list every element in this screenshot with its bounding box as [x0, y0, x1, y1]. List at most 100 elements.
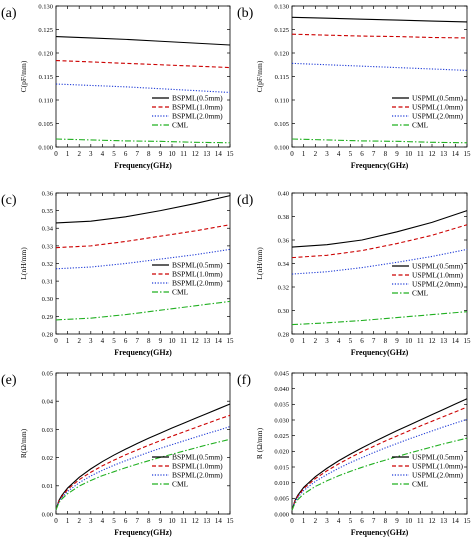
x-tick-label: 13 — [440, 150, 448, 158]
panel-e: 0 1 2 3 4 5 6 7 8 9 10 11 12 13 14 150.000.010.020.030.… — [1, 370, 234, 537]
legend: BSPML(0.5mm)BSPML(1.0mm)BSPML(2.0mm)CML — [152, 94, 223, 130]
y-tick-label: 0.31 — [42, 279, 53, 286]
y-tick-label: 0.125 — [38, 27, 53, 34]
y-axis-label: R (Ω/mm) — [255, 427, 264, 459]
y-tick-label: 0.30 — [42, 296, 53, 303]
y-tick-label: 0.00 — [42, 511, 53, 518]
x-tick-label: 2 — [77, 517, 81, 525]
series-line-2 — [55, 414, 231, 510]
y-tick-label: 0.110 — [275, 97, 289, 104]
x-tick-label: 11 — [180, 150, 187, 158]
x-tick-label: 3 — [89, 517, 93, 525]
x-tick-label: 7 — [135, 337, 139, 345]
x-tick-label: 8 — [384, 337, 388, 345]
x-tick-label: 0 — [54, 517, 58, 525]
x-tick-label: 6 — [360, 150, 364, 158]
plot-frame — [291, 372, 468, 515]
legend-label: BSPML(1.0mm) — [172, 103, 223, 112]
x-axis-label: Frequency(GHz) — [351, 528, 409, 537]
x-tick-label: 1 — [302, 150, 306, 158]
y-axis-label: R(Ω/mm) — [19, 428, 28, 458]
panel-f: 0 1 2 3 4 5 6 7 8 9 10 11 12 13 14 150.0000.0050.0100.0… — [237, 370, 471, 537]
x-tick-label: 1 — [66, 517, 70, 525]
x-tick-label: 10 — [405, 337, 413, 345]
y-axis-label: L(nH/mm) — [19, 247, 28, 280]
legend-label: BSPML(2.0mm) — [172, 471, 223, 480]
x-tick-label: 1 — [66, 337, 70, 345]
legend-label: CML — [412, 480, 429, 489]
x-tick-label: 6 — [124, 150, 128, 158]
series-line-3 — [55, 83, 231, 94]
y-axis-label: L(nH/mm) — [255, 247, 264, 280]
legend-label: USPML(0.5mm) — [412, 94, 464, 103]
x-tick-label: 3 — [89, 337, 93, 345]
y-tick-label: 0.120 — [38, 50, 53, 57]
legend: USPML(0.5mm)USPML(1.0mm)USPML(2.0mm)CML — [392, 262, 464, 298]
legend-label: BSPML(1.0mm) — [172, 270, 223, 279]
x-tick-label: 7 — [372, 517, 376, 525]
y-axis-label: C(pF/mm) — [19, 60, 28, 92]
x-tick-label: 4 — [337, 337, 341, 345]
x-tick-label: 5 — [112, 150, 116, 158]
x-tick-label: 11 — [180, 517, 187, 525]
series-line-4 — [291, 311, 468, 326]
plot-frame — [55, 5, 231, 148]
y-tick-label: 0.02 — [42, 455, 53, 462]
y-tick-label: 0.29 — [42, 314, 53, 321]
legend-label: USPML(1.0mm) — [412, 103, 464, 112]
x-tick-label: 2 — [314, 517, 318, 525]
x-tick-label: 13 — [203, 337, 211, 345]
y-tick-label: 0.33 — [42, 243, 53, 250]
y-axis-label: C(pF/mm) — [255, 60, 264, 92]
x-tick-label: 9 — [395, 517, 399, 525]
panel-label: (b) — [237, 6, 254, 21]
series-line-1 — [291, 210, 468, 248]
x-tick-label: 7 — [135, 517, 139, 525]
panel-label: (f) — [237, 373, 251, 388]
x-tick-label: 13 — [203, 150, 211, 158]
series-line-3 — [55, 426, 231, 510]
x-tick-label: 2 — [77, 150, 81, 158]
y-tick-label: 0.32 — [278, 284, 289, 291]
legend: USPML(0.5mm)USPML(1.0mm)USPML(2.0mm)CML — [392, 453, 464, 489]
x-tick-label: 5 — [349, 337, 353, 345]
y-tick-label: 0.035 — [274, 402, 289, 409]
x-tick-label: 12 — [192, 337, 200, 345]
y-tick-label: 0.05 — [42, 370, 53, 377]
x-axis-label: Frequency(GHz) — [114, 528, 172, 537]
x-tick-label: 14 — [452, 150, 460, 158]
y-tick-label: 0.005 — [274, 496, 289, 503]
x-axis-label: Frequency(GHz) — [351, 161, 409, 170]
y-tick-label: 0.015 — [274, 464, 289, 471]
plot-frame — [55, 372, 231, 515]
y-tick-label: 0.040 — [274, 386, 289, 393]
legend: BSPML(0.5mm)BSPML(1.0mm)BSPML(2.0mm)CML — [152, 261, 223, 297]
y-tick-label: 0.010 — [274, 480, 289, 487]
legend-label: USPML(0.5mm) — [412, 262, 464, 271]
panel-label: (e) — [1, 373, 17, 388]
legend-label: CML — [412, 289, 429, 298]
legend-label: CML — [172, 288, 189, 297]
x-tick-label: 8 — [147, 517, 151, 525]
x-tick-label: 3 — [325, 150, 329, 158]
x-tick-label: 15 — [464, 517, 472, 525]
x-tick-label: 14 — [452, 337, 460, 345]
y-tick-label: 0.025 — [274, 433, 289, 440]
panel-b: 0 1 2 3 4 5 6 7 8 9 10 11 12 13 14 150.1000.1050.1100.1… — [237, 3, 471, 170]
panel-a: 0 1 2 3 4 5 6 7 8 9 10 11 12 13 14 150.1000.1050.1100.1… — [1, 3, 234, 170]
x-tick-label: 10 — [169, 337, 177, 345]
y-tick-label: 0.28 — [278, 331, 289, 338]
x-tick-label: 10 — [169, 150, 177, 158]
series-line-2 — [291, 224, 468, 259]
x-tick-label: 12 — [429, 517, 437, 525]
series-line-4 — [55, 300, 231, 321]
y-tick-label: 0.04 — [42, 399, 54, 406]
x-tick-label: 13 — [203, 517, 211, 525]
x-tick-label: 15 — [464, 150, 472, 158]
y-tick-label: 0.020 — [274, 449, 289, 456]
y-tick-label: 0.34 — [42, 226, 54, 233]
plot-frame — [291, 5, 468, 148]
y-tick-label: 0.105 — [38, 121, 53, 128]
x-tick-label: 14 — [215, 337, 223, 345]
